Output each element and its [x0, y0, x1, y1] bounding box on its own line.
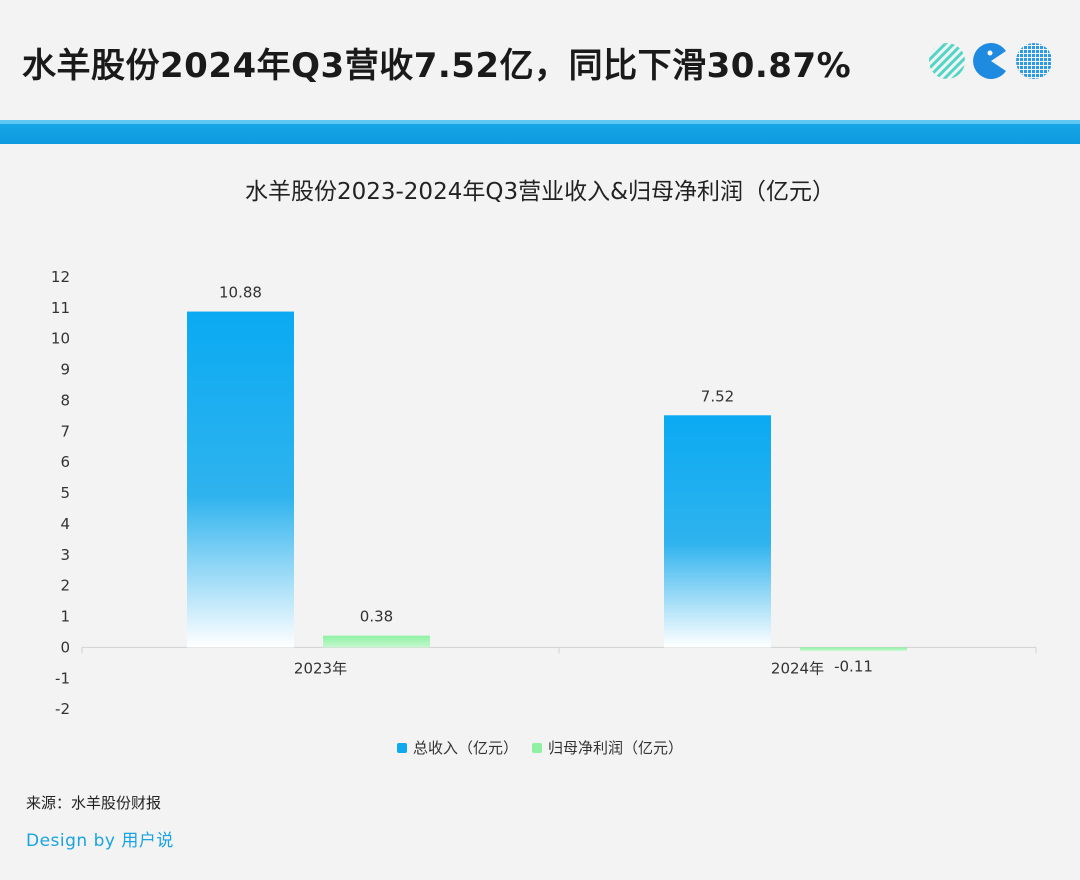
legend-swatch-revenue	[396, 742, 407, 753]
y-tick-label: -1	[55, 669, 70, 687]
design-credit: Design by 用户说	[26, 831, 174, 851]
y-tick-label: 6	[60, 453, 70, 471]
y-tick-label: -2	[55, 700, 70, 718]
legend-item-revenue[interactable]: 总收入（亿元）	[396, 737, 518, 758]
y-tick-label: 9	[60, 361, 70, 379]
legend-item-profit[interactable]: 归母净利润（亿元）	[532, 737, 683, 758]
legend: 总收入（亿元） 归母净利润（亿元）	[0, 737, 1080, 758]
y-tick-label: 1	[60, 608, 70, 626]
legend-label-profit: 归母净利润（亿元）	[548, 739, 684, 757]
bar-revenue	[187, 311, 294, 648]
data-label-revenue: 10.88	[219, 284, 262, 302]
brand-logo	[929, 43, 1052, 79]
y-tick-label: 5	[60, 484, 70, 502]
y-tick-label: 10	[51, 330, 70, 348]
accent-banner	[0, 120, 1080, 144]
x-tick-label: 2023年	[294, 659, 347, 677]
source-note: 来源：水羊股份财报	[26, 794, 162, 812]
chart-title: 水羊股份2023-2024年Q3营业收入&归母净利润（亿元）	[244, 179, 836, 205]
bar-profit	[323, 635, 430, 648]
bars	[187, 311, 907, 651]
data-label-profit: -0.11	[834, 657, 873, 675]
y-tick-label: 4	[60, 515, 70, 533]
x-axis: 2023年 2024年	[81, 646, 1037, 677]
y-tick-label: 3	[60, 546, 70, 564]
header: 水羊股份2024年Q3营收7.52亿，同比下滑30.87%	[0, 0, 1080, 120]
accent-banner-highlight	[0, 120, 1080, 124]
y-tick-label: 8	[60, 391, 70, 409]
y-tick-label: 7	[60, 422, 70, 440]
y-tick-label: 12	[51, 268, 70, 286]
legend-label-revenue: 总收入（亿元）	[412, 739, 518, 757]
y-tick-label: 2	[60, 577, 70, 595]
dotted-circle-icon	[1016, 43, 1052, 79]
bar-revenue	[664, 415, 771, 648]
x-tick-label: 2024年	[771, 659, 824, 677]
data-label-revenue: 7.52	[701, 387, 734, 405]
headline: 水羊股份2024年Q3营收7.52亿，同比下滑30.87%	[22, 46, 852, 86]
data-labels: 10.88 7.52 0.38 -0.11	[219, 284, 873, 676]
legend-swatch-profit	[532, 742, 542, 753]
pacman-icon	[973, 43, 1006, 79]
y-tick-label: 11	[51, 299, 70, 317]
striped-circle-icon	[929, 43, 965, 79]
data-label-profit: 0.38	[360, 608, 393, 626]
bar-profit	[800, 647, 907, 651]
y-tick-label: 0	[60, 638, 70, 656]
